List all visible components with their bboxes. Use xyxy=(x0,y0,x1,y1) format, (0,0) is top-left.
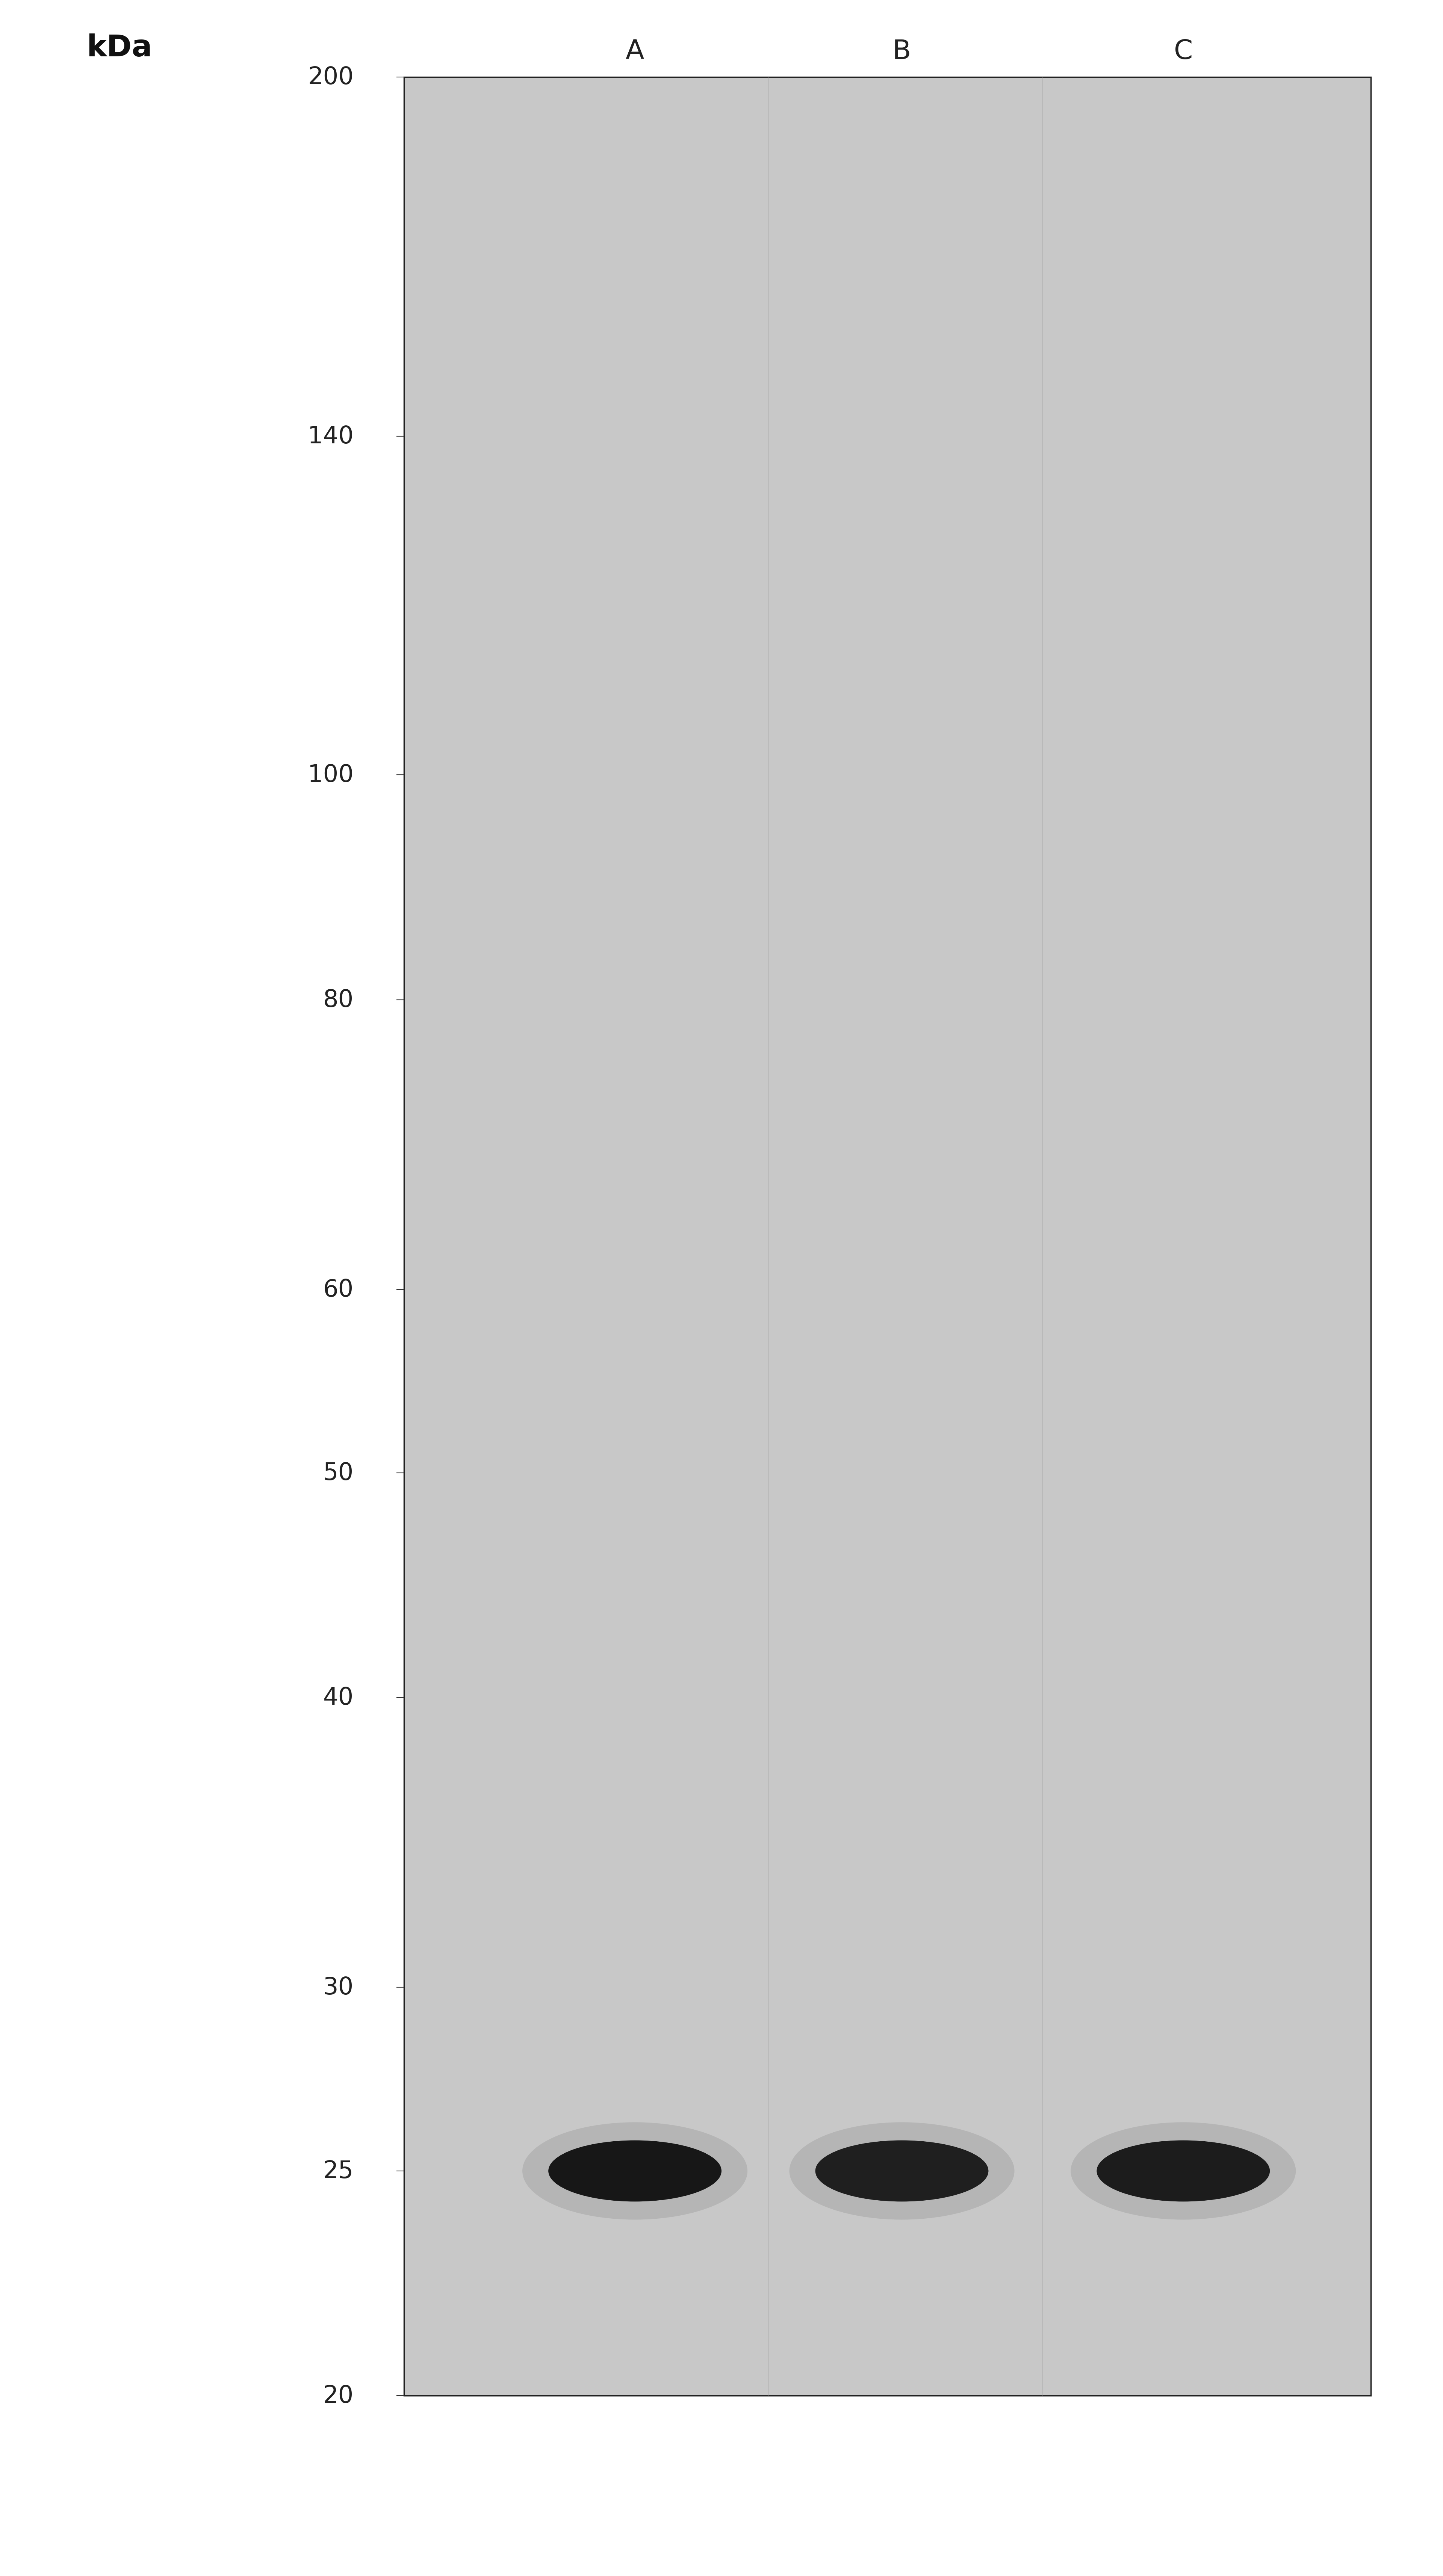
Text: B: B xyxy=(893,39,911,64)
Ellipse shape xyxy=(522,2123,747,2221)
Ellipse shape xyxy=(548,2141,722,2202)
Text: 200: 200 xyxy=(307,64,354,90)
Text: 30: 30 xyxy=(323,1976,354,1999)
Bar xyxy=(404,77,1371,2396)
Ellipse shape xyxy=(789,2123,1014,2221)
Text: 20: 20 xyxy=(323,2383,354,2409)
Text: A: A xyxy=(626,39,644,64)
Ellipse shape xyxy=(1097,2141,1270,2202)
Text: 50: 50 xyxy=(323,1461,354,1484)
Text: 25: 25 xyxy=(323,2159,354,2182)
Text: 140: 140 xyxy=(307,425,354,448)
Ellipse shape xyxy=(815,2141,988,2202)
Ellipse shape xyxy=(1071,2123,1296,2221)
Text: 100: 100 xyxy=(307,762,354,786)
Text: 40: 40 xyxy=(323,1687,354,1710)
Text: C: C xyxy=(1173,39,1193,64)
Text: 80: 80 xyxy=(323,989,354,1012)
Text: 60: 60 xyxy=(323,1278,354,1301)
Text: kDa: kDa xyxy=(87,33,153,62)
